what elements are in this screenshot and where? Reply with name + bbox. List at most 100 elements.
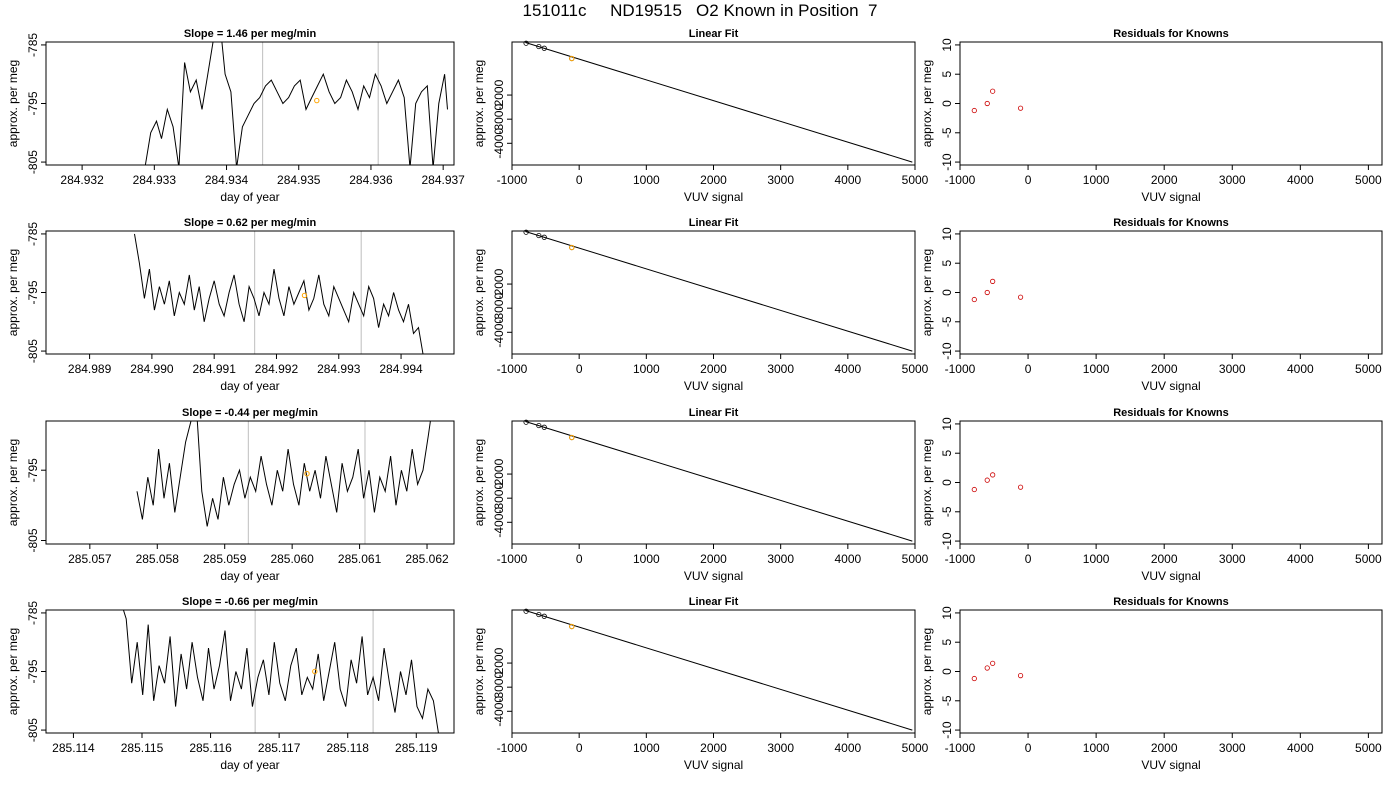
x-tick-label: 284.932: [60, 173, 104, 187]
sample-marker: [314, 97, 320, 104]
x-axis-label: day of year: [220, 379, 279, 393]
x-tick-label: 284.934: [205, 173, 249, 187]
sample-marker: [569, 623, 575, 630]
y-axis-label: approx. per meg: [472, 249, 486, 336]
x-tick-label: 4000: [1287, 362, 1314, 376]
y-tick-label: 0: [940, 479, 954, 486]
x-tick-label: 284.989: [68, 362, 112, 376]
x-axis-label: VUV signal: [1141, 758, 1200, 772]
x-tick-label: 284.990: [130, 362, 174, 376]
data-point: [984, 665, 990, 671]
data-point: [1017, 484, 1024, 490]
data-point: [990, 278, 996, 284]
y-tick-label: -785: [26, 33, 40, 57]
data-point: [971, 486, 977, 493]
data-point: [523, 608, 529, 614]
plot-frame: [959, 609, 1383, 734]
x-tick-label: 5000: [902, 362, 929, 376]
x-axis-label: day of year: [220, 569, 279, 583]
x-tick-label: 0: [1025, 741, 1032, 755]
y-tick-label: -785: [26, 601, 40, 625]
x-tick-label: 284.937: [421, 173, 465, 187]
x-tick-label: 1000: [633, 552, 660, 566]
y-tick-label: -795: [26, 659, 40, 683]
x-tick-label: 5000: [902, 173, 929, 187]
y-tick-label: -3000: [492, 483, 506, 514]
y-tick-label: -3000: [492, 293, 506, 324]
x-tick-label: -1000: [497, 741, 528, 755]
x-tick-label: 4000: [834, 173, 861, 187]
data-point: [990, 660, 996, 666]
y-tick-label: -805: [26, 718, 40, 742]
x-tick-label: 5000: [902, 741, 929, 755]
plot-panel-timeseries-1: 284.989 284.990 284.991 284.992 284.993 284.9…: [6, 217, 455, 393]
data-point: [971, 675, 977, 682]
y-tick-label: -5: [940, 127, 954, 138]
y-axis-label: approx. per meg: [6, 249, 20, 336]
data-point: [536, 43, 542, 50]
x-tick-label: 285.116: [189, 741, 232, 755]
x-tick-label: 1000: [633, 173, 660, 187]
x-tick-label: 284.991: [192, 362, 236, 376]
plot-panel-linear_fit-1: -1000 0 1000 2000 3000 4000 5000 -2000-3000-400…: [472, 217, 929, 393]
x-tick-label: 285.118: [326, 741, 369, 755]
x-tick-label: 2000: [1151, 741, 1178, 755]
x-tick-label: 2000: [700, 173, 727, 187]
y-tick-label: -795: [26, 280, 40, 304]
panel-title: Slope = 0.62 per meg/min: [184, 217, 317, 229]
data-point: [971, 107, 977, 114]
y-tick-label: 10: [940, 606, 954, 620]
x-tick-label: 3000: [1219, 173, 1246, 187]
x-tick-label: 285.119: [395, 741, 438, 755]
y-tick-label: -4000: [492, 696, 506, 727]
x-tick-label: 4000: [1287, 552, 1314, 566]
x-tick-label: -1000: [497, 552, 528, 566]
data-point: [541, 234, 547, 240]
figure-title: 151011c ND19515 O2 Known in Position 7: [522, 1, 878, 20]
x-tick-label: 3000: [767, 552, 794, 566]
x-tick-label: 1000: [1083, 741, 1110, 755]
y-tick-label: 5: [940, 639, 954, 646]
plot-panel-timeseries-3: 285.114 285.115 285.116 285.117 285.118 285.1…: [6, 596, 455, 772]
x-tick-label: 284.992: [255, 362, 299, 376]
y-tick-label: -2000: [492, 79, 506, 110]
plot-panel-residuals-0: -1000 0 1000 2000 3000 4000 5000 10 5 0 -5 -10 Resid…: [920, 28, 1383, 204]
y-axis-label: approx. per meg: [920, 439, 934, 526]
y-tick-label: -2000: [492, 647, 506, 678]
panel-title: Slope = -0.44 per meg/min: [182, 407, 318, 419]
x-tick-label: 5000: [1355, 362, 1382, 376]
plot-frame: [45, 609, 455, 734]
sample-marker: [569, 55, 575, 62]
y-axis-label: approx. per meg: [920, 60, 934, 147]
x-tick-label: 5000: [1355, 552, 1382, 566]
plot-panel-residuals-2: -1000 0 1000 2000 3000 4000 5000 10 5 0 -5 -10 Resid…: [920, 407, 1383, 583]
x-tick-label: -1000: [945, 362, 976, 376]
x-tick-label: 285.057: [68, 552, 112, 566]
x-tick-label: 284.993: [317, 362, 361, 376]
y-axis-label: approx. per meg: [920, 628, 934, 715]
panel-title: Residuals for Knowns: [1113, 217, 1229, 229]
data-point: [1017, 105, 1024, 111]
y-axis-label: approx. per meg: [6, 60, 20, 147]
plot-panel-timeseries-0: 284.932 284.933 284.934 284.935 284.936 284.9…: [6, 28, 465, 204]
y-tick-label: 0: [940, 289, 954, 296]
plot-panel-residuals-3: -1000 0 1000 2000 3000 4000 5000 10 5 0 -5 -10 Resid…: [920, 596, 1383, 772]
x-tick-label: 5000: [1355, 173, 1382, 187]
data-point: [990, 88, 996, 94]
y-tick-label: -5: [940, 506, 954, 517]
x-tick-label: 3000: [1219, 552, 1246, 566]
x-tick-label: 4000: [1287, 741, 1314, 755]
plot-panel-linear_fit-2: -1000 0 1000 2000 3000 4000 5000 -2000-3000-400…: [472, 407, 929, 583]
y-tick-label: 0: [940, 668, 954, 675]
x-tick-label: 2000: [700, 741, 727, 755]
x-tick-label: -1000: [945, 552, 976, 566]
y-tick-label: 10: [940, 38, 954, 52]
y-tick-label: -5: [940, 695, 954, 706]
y-tick-label: -5: [940, 316, 954, 327]
panel-title: Linear Fit: [689, 217, 739, 229]
x-tick-label: 0: [576, 173, 583, 187]
x-tick-label: 285.062: [405, 552, 449, 566]
series-line: [136, 421, 431, 527]
x-tick-label: 5000: [902, 552, 929, 566]
